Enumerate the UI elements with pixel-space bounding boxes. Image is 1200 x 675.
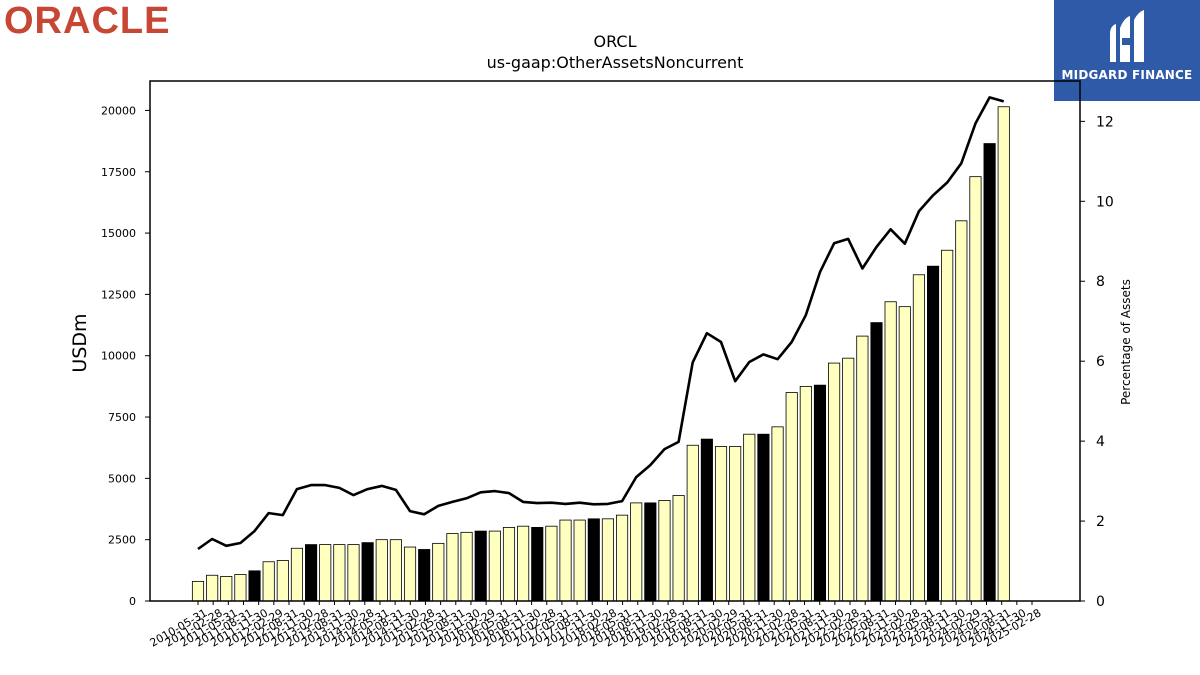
bar <box>912 274 925 602</box>
bar <box>488 530 501 602</box>
y-tick-label: 10000 <box>101 350 136 363</box>
bar <box>926 265 940 602</box>
chart-subtitle: us-gaap:OtherAssetsNoncurrent <box>486 53 744 72</box>
bar <box>743 433 756 602</box>
bar <box>502 527 516 602</box>
bar <box>714 446 728 602</box>
bar <box>983 143 996 602</box>
y-tick-label: 20000 <box>101 104 136 117</box>
y-tick-label: 2500 <box>108 534 136 547</box>
bar <box>389 539 402 602</box>
y2-tick-label: 10 <box>1096 194 1114 210</box>
bar <box>587 518 600 602</box>
bar <box>375 539 388 602</box>
bar <box>191 580 205 602</box>
bar <box>898 306 911 602</box>
bar <box>347 544 360 602</box>
bar <box>884 301 897 602</box>
bar <box>969 176 982 602</box>
y-tick-label: 5000 <box>108 472 136 485</box>
y-tick-label: 15000 <box>101 227 136 240</box>
bar <box>856 335 869 602</box>
y2-tick-label: 6 <box>1096 354 1105 370</box>
bar <box>601 518 614 602</box>
y-tick-label: 12500 <box>101 288 136 301</box>
y-tick-label: 7500 <box>108 411 136 424</box>
y2-axis-label: Percentage of Assets <box>1119 279 1133 405</box>
bar <box>573 519 586 602</box>
y2-tick-label: 4 <box>1096 434 1105 450</box>
bar <box>531 527 544 602</box>
y2-tick-label: 0 <box>1096 594 1105 610</box>
bar <box>771 426 784 602</box>
bar <box>672 495 685 602</box>
percentage-line <box>197 96 1005 551</box>
bar <box>616 514 629 602</box>
bar <box>220 576 233 602</box>
bar <box>403 546 417 602</box>
bar <box>813 384 827 602</box>
bar <box>460 531 473 602</box>
bar <box>319 544 332 602</box>
bar <box>234 574 247 602</box>
bar <box>658 500 671 602</box>
chart-title: ORCL <box>593 32 637 51</box>
plot-frame <box>149 80 1081 602</box>
bar <box>700 438 713 602</box>
y-tick-label: 17500 <box>101 166 136 179</box>
bar <box>545 525 558 602</box>
oracle-logo: ORACLE <box>4 0 171 42</box>
bar <box>729 446 742 602</box>
bar <box>206 574 219 602</box>
bar <box>842 357 855 602</box>
bar <box>248 570 261 602</box>
midgard-m-icon <box>1110 10 1144 62</box>
bar <box>432 542 445 602</box>
bar <box>333 544 346 602</box>
y2-tick-label: 2 <box>1096 514 1105 530</box>
y2-tick-label: 12 <box>1096 114 1114 130</box>
bar <box>290 547 304 602</box>
bar <box>276 560 289 602</box>
bar <box>955 220 968 602</box>
bar <box>870 322 883 602</box>
bar <box>305 544 318 602</box>
midgard-finance-logo: MIDGARD FINANCE <box>1054 0 1200 101</box>
bar <box>630 502 643 602</box>
bar <box>785 392 798 602</box>
bar <box>418 549 431 602</box>
bar <box>474 530 487 602</box>
bar <box>361 542 374 602</box>
bar <box>644 502 657 602</box>
bar <box>446 533 459 602</box>
bar <box>997 106 1010 602</box>
y2-tick-label: 8 <box>1096 274 1105 290</box>
bar <box>757 433 770 602</box>
bar <box>828 362 841 602</box>
bar <box>799 385 812 602</box>
bar <box>686 444 699 602</box>
midgard-logo-text: MIDGARD FINANCE <box>1061 68 1193 82</box>
bar <box>517 525 530 602</box>
y-axis-label: USDm <box>69 313 91 372</box>
bar <box>262 561 275 602</box>
y-tick-label: 0 <box>129 595 136 608</box>
bar <box>941 249 954 602</box>
bar <box>559 519 572 602</box>
